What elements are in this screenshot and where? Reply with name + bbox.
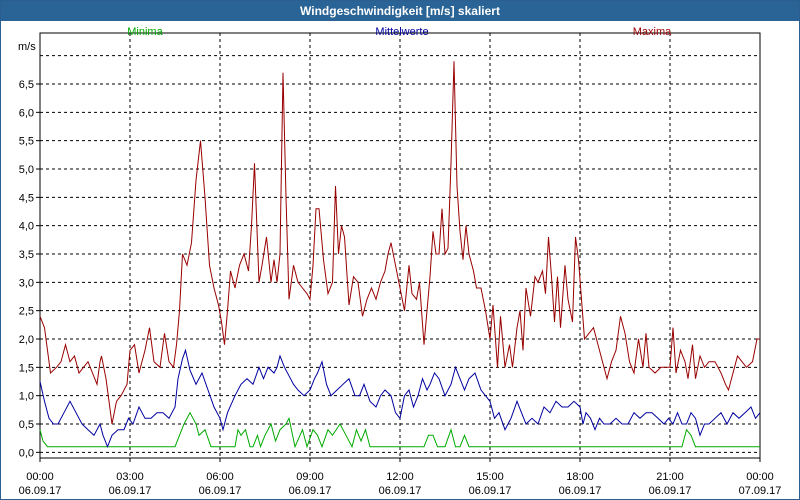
window-title: Windgeschwindigkeit [m/s] skaliert (1, 1, 799, 21)
x-tick-label-date: 06.09.17 (289, 485, 332, 497)
x-tick-label-date: 06.09.17 (649, 485, 692, 497)
x-tick-label-time: 15:00 (476, 471, 504, 483)
x-tick-label-date: 06.09.17 (109, 485, 152, 497)
legend-entry-minima: Minima (127, 26, 163, 38)
series-lines (39, 61, 761, 449)
x-tick-label-date: 06.09.17 (469, 485, 512, 497)
x-tick-label-time: 06:00 (206, 471, 234, 483)
y-tick-label: 2,0 (19, 334, 34, 346)
y-tick-label: 0,0 (19, 447, 34, 459)
x-tick-label-time: 03:00 (116, 471, 144, 483)
x-tick-label-time: 12:00 (386, 471, 414, 483)
series-line-mittelwerte (39, 348, 761, 449)
x-tick-label-date: 06.09.17 (199, 485, 242, 497)
x-tick-label-date: 06.09.17 (379, 485, 422, 497)
series-line-maxima (39, 61, 760, 425)
x-tick-label-time: 18:00 (566, 471, 594, 483)
x-tick-label-date: 07.09.17 (739, 485, 782, 497)
y-tick-label: 1,0 (19, 391, 34, 403)
x-tick-label-time: 09:00 (296, 471, 324, 483)
grid (40, 33, 760, 458)
y-tick-label: 6,5 (19, 79, 34, 91)
y-tick-label: 3,5 (19, 249, 34, 261)
legend-entry-maxima: Maxima (633, 26, 672, 38)
series-line-minima (39, 411, 760, 449)
x-tick-label-time: 00:00 (26, 471, 54, 483)
y-tick-label: 3,0 (19, 277, 34, 289)
x-tick-label-date: 06.09.17 (559, 485, 602, 497)
plot-area-border (39, 32, 761, 459)
y-tick-label: 6,0 (19, 107, 34, 119)
y-tick-label: 4,5 (19, 192, 34, 204)
legend: Minima Mittelwerte Maxima (127, 26, 672, 38)
axes: 0,0 0,5 1,0 1,5 2,0 2,5 3,0 3,5 4,0 4,5 5,0 5,5 6,0 6… (19, 32, 782, 497)
y-tick-label: 5,5 (19, 136, 34, 148)
y-tick-label: 2,5 (19, 306, 34, 318)
y-axis-label: m/s (18, 41, 36, 53)
y-tick-label: 5,0 (19, 164, 34, 176)
y-tick-label: 1,5 (19, 362, 34, 374)
legend-entry-mittelwerte: Mittelwerte (375, 26, 428, 38)
x-tick-label-date: 06.09.17 (19, 485, 62, 497)
y-tick-label: 4,0 (19, 221, 34, 233)
x-tick-label-time: 00:00 (746, 471, 774, 483)
y-tick-label: 0,5 (19, 419, 34, 431)
x-tick-label-time: 21:00 (656, 471, 684, 483)
